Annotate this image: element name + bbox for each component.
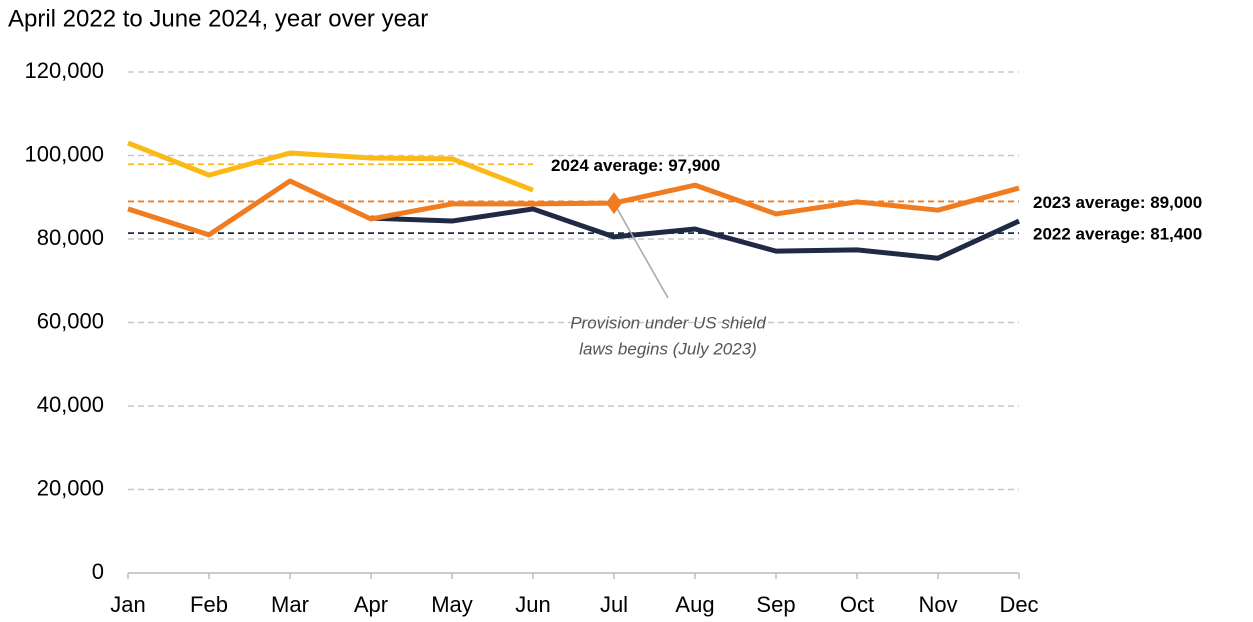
- chart-title: April 2022 to June 2024, year over year: [8, 5, 428, 32]
- y-tick-label: 120,000: [24, 58, 104, 83]
- x-tick-label: Dec: [999, 592, 1038, 617]
- x-tick-label: Jun: [515, 592, 550, 617]
- annotation-leader: [613, 202, 669, 299]
- series-line: [127, 178, 1020, 238]
- series-line: [370, 206, 1021, 261]
- x-tick-label: Feb: [190, 592, 228, 617]
- average-label: 2022 average: 81,400: [1033, 225, 1202, 244]
- y-tick-label: 20,000: [37, 475, 104, 500]
- annotation-marker: [606, 192, 622, 215]
- x-tick-label: Apr: [354, 592, 388, 617]
- x-tick-label: Nov: [918, 592, 957, 617]
- x-tick-label: Oct: [840, 592, 874, 617]
- y-tick-label: 60,000: [37, 308, 104, 333]
- x-tick-label: Sep: [756, 592, 795, 617]
- x-tick-label: Mar: [271, 592, 309, 617]
- x-tick-label: Aug: [675, 592, 714, 617]
- x-tick-label: Jul: [600, 592, 628, 617]
- average-label: 2024 average: 97,900: [551, 156, 720, 175]
- average-label: 2023 average: 89,000: [1033, 193, 1202, 212]
- annotation-text: Provision under US shield: [570, 313, 766, 332]
- y-tick-label: 100,000: [24, 141, 104, 166]
- y-tick-label: 40,000: [37, 392, 104, 417]
- x-tick-label: May: [431, 592, 473, 617]
- series-line: [127, 140, 534, 193]
- x-tick-label: Jan: [110, 592, 145, 617]
- y-tick-label: 80,000: [37, 225, 104, 250]
- y-tick-label: 0: [92, 559, 104, 584]
- annotation-text: laws begins (July 2023): [579, 339, 757, 358]
